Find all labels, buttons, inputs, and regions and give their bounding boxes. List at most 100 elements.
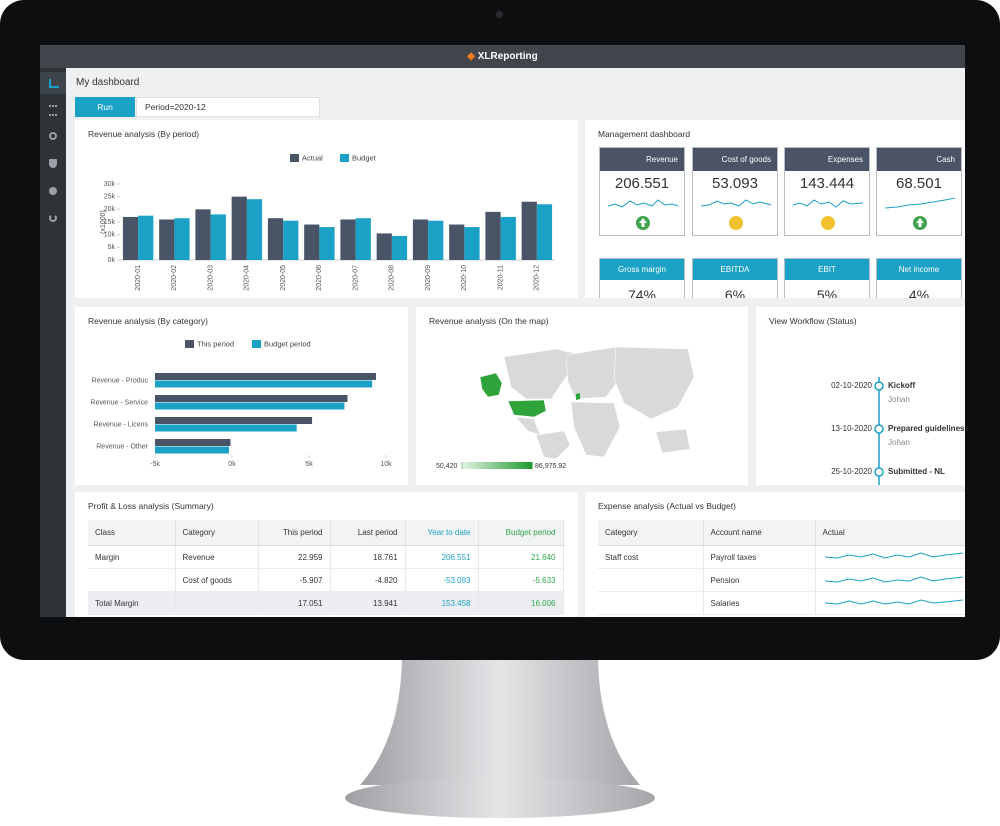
- x-tick-label: 2020-01: [135, 265, 142, 291]
- column-header: Actual: [815, 520, 965, 546]
- cell: -5.633: [478, 568, 564, 592]
- kpi-value: 68.501: [896, 175, 942, 192]
- run-button[interactable]: Run: [75, 97, 135, 117]
- step-title: Submitted - NL: [888, 467, 945, 476]
- app-title: XLReporting: [477, 51, 538, 62]
- kpi-card: Revenue 206.551: [599, 147, 685, 236]
- map-usa: [507, 399, 547, 418]
- map-alaska: [479, 372, 503, 398]
- y-tick-label: 25k: [104, 194, 116, 201]
- column-header: Year to date: [405, 520, 479, 546]
- x-tick-label: 2020-04: [244, 265, 251, 291]
- column-header: Category: [175, 520, 259, 546]
- expense-table: Category Account name Actual Staff cost …: [598, 520, 965, 615]
- ratio-label: Gross margin: [600, 259, 684, 280]
- column-header: Class: [88, 520, 176, 546]
- x-tick-label: 2020-05: [280, 265, 287, 291]
- y-tick-label: Revenue - Licens: [94, 421, 149, 428]
- nav-logout[interactable]: [49, 214, 57, 222]
- bar: [155, 380, 373, 388]
- timeline-node: [874, 381, 884, 391]
- cell: [598, 568, 704, 592]
- step-date: 02-10-2020: [831, 381, 872, 390]
- cell: -5.907: [258, 568, 331, 592]
- x-tick-label: -5k: [150, 461, 160, 468]
- y-tick-label: 5k: [108, 244, 116, 251]
- cell: Total Margin: [88, 591, 176, 615]
- kpi-value: 53.093: [712, 175, 758, 192]
- ratio-card: EBIT 5%: [784, 258, 870, 298]
- header-row: Category Account name Actual: [598, 520, 965, 546]
- column-header: This period: [258, 520, 331, 546]
- bar: [464, 227, 480, 260]
- timeline: 02-10-2020 Kickoff Johan 13-10-2020 Prep…: [831, 377, 965, 485]
- hbar-chart: This period Budget period -5k 0k 5k 10k Revenu…: [90, 339, 392, 468]
- cell: -53.093: [405, 568, 479, 592]
- column-header: Category: [598, 520, 704, 546]
- sidebar: [40, 68, 66, 617]
- bar: [155, 446, 229, 454]
- screen: ◆ XLReporting My dashboard Run Period=20…: [40, 45, 965, 617]
- ratio-card: EBITDA 6%: [692, 258, 778, 298]
- legend-max-label: 86,975.92: [535, 463, 566, 470]
- y-axis-label: (x1000): [100, 210, 107, 234]
- panel-title: Revenue analysis (By category): [88, 316, 209, 326]
- step-person: Johan: [888, 438, 910, 447]
- legend-swatch: [185, 340, 194, 348]
- cell: 22.959: [258, 545, 331, 569]
- bar: [155, 439, 231, 446]
- cell: Pension: [703, 568, 816, 592]
- cell: [598, 591, 704, 615]
- column-header: Last period: [330, 520, 406, 546]
- bar: [412, 219, 429, 260]
- map-europe: [565, 346, 622, 400]
- kpi-card: Cash 68.501: [876, 147, 962, 236]
- bar: [155, 402, 345, 410]
- map-mexico: [515, 416, 541, 436]
- x-tick-label: 2020-10: [461, 265, 468, 291]
- x-tick-label: 2020-09: [425, 265, 432, 291]
- cell: 13.941: [330, 591, 406, 615]
- bar: [159, 219, 175, 260]
- total-row: Total Margin 17.051 13.941 153.458 16.00…: [88, 591, 564, 615]
- legend-gradient: [462, 462, 532, 469]
- bar: [536, 204, 553, 260]
- nav-list[interactable]: [49, 105, 57, 116]
- status-neutral: [729, 216, 743, 230]
- column-header: Account name: [703, 520, 816, 546]
- timeline-step: 25-10-2020 Submitted - NL: [831, 467, 945, 477]
- bar: [283, 220, 299, 260]
- ratio-card: Net income 4%: [876, 258, 962, 298]
- y-tick-label: 10k: [104, 232, 116, 239]
- row: Margin Revenue 22.959 18.761 206.551 21.…: [88, 545, 564, 569]
- map-asia: [613, 346, 695, 420]
- kpi-card: Expenses 143.444: [784, 147, 870, 236]
- bar: [500, 216, 516, 260]
- nav-security[interactable]: [49, 159, 57, 168]
- nav-info[interactable]: [49, 187, 57, 195]
- step-date: 13-10-2020: [831, 424, 872, 433]
- nav-dashboard[interactable]: [40, 72, 66, 94]
- ratio-label: EBITDA: [693, 259, 777, 280]
- panel-title: Profit & Loss analysis (Summary): [88, 501, 214, 511]
- x-tick-label: 2020-02: [171, 265, 178, 291]
- nav-settings[interactable]: [49, 132, 57, 140]
- map-south-america: [535, 430, 571, 460]
- header-row: Class Category This period Last period Y…: [88, 520, 564, 546]
- bar: [521, 201, 537, 260]
- panel-title: View Workflow (Status): [769, 316, 857, 326]
- ratio-value: 5%: [816, 287, 838, 298]
- row: Salaries: [598, 591, 965, 615]
- step-date: 25-10-2020: [831, 467, 872, 476]
- map-uk: [576, 393, 580, 400]
- x-tick-label: 2020-03: [207, 265, 214, 291]
- kpi-label: Expenses: [785, 148, 869, 171]
- bar: [155, 424, 297, 432]
- x-tick-label: 2020-11: [497, 265, 504, 290]
- x-tick-label: 10k: [380, 461, 392, 468]
- timeline-step: 13-10-2020 Prepared guidelines Johan: [831, 424, 965, 447]
- period-filter[interactable]: Period=2020-12: [136, 97, 320, 117]
- world-map: 50,420 86,975.92: [436, 346, 695, 470]
- bar: [304, 224, 320, 260]
